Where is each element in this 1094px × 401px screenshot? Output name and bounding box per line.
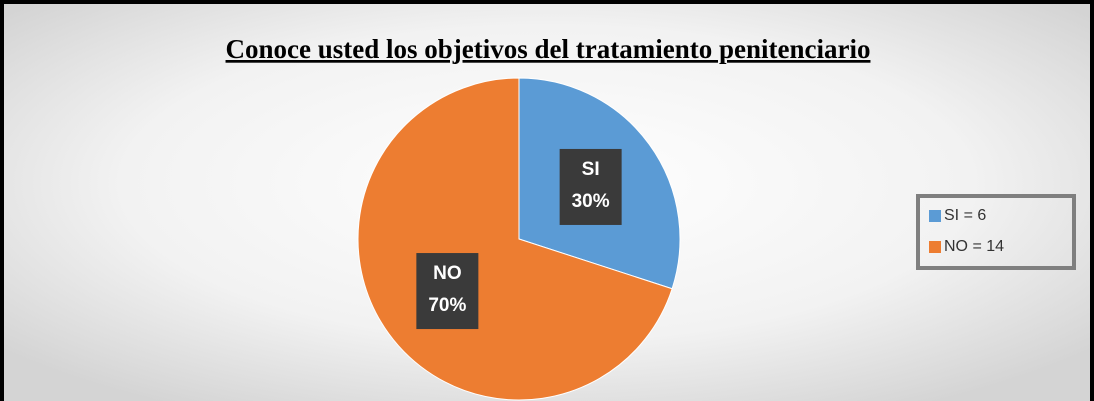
legend-box [916, 194, 1076, 270]
data-label-value: 30% [572, 191, 610, 212]
legend-label: SI = 6 [944, 207, 986, 224]
data-label-value: 70% [428, 295, 466, 316]
data-label-box [416, 253, 479, 330]
data-label-category: SI [582, 159, 600, 180]
chart-title: Conoce usted los objetivos del tratamien… [226, 34, 871, 64]
legend-swatch [929, 210, 941, 222]
legend-label: NO = 14 [944, 238, 1004, 255]
legend-swatch [929, 241, 941, 253]
data-label-category: NO [433, 263, 462, 284]
data-label-box [559, 148, 622, 225]
